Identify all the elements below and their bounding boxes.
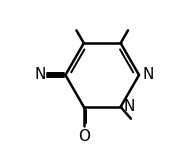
Text: N: N — [124, 99, 135, 114]
Text: N: N — [34, 68, 46, 82]
Text: O: O — [78, 129, 90, 144]
Text: N: N — [143, 67, 154, 82]
